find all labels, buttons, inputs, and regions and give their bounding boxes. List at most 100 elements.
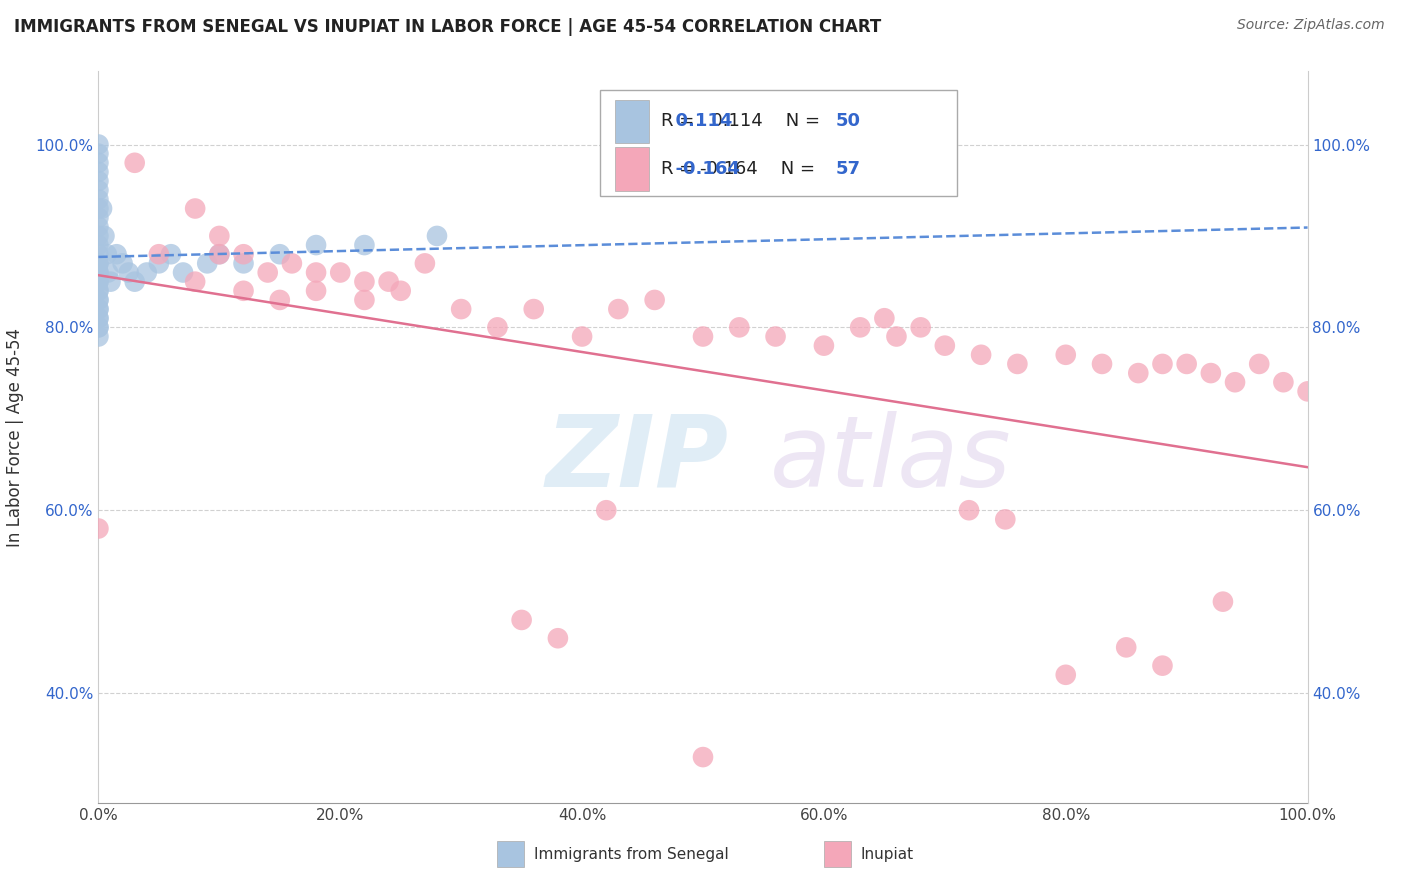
Bar xyxy=(498,841,524,867)
Point xyxy=(873,311,896,326)
Point xyxy=(87,266,110,280)
Text: 57: 57 xyxy=(837,161,860,178)
Point xyxy=(87,256,110,270)
Point xyxy=(135,266,157,280)
Point xyxy=(96,247,118,261)
Point xyxy=(208,228,231,243)
Bar xyxy=(614,100,648,144)
Point xyxy=(692,329,714,343)
FancyBboxPatch shape xyxy=(600,90,957,195)
Point xyxy=(87,284,110,298)
Point xyxy=(353,238,375,252)
Point xyxy=(148,256,170,270)
Point xyxy=(172,266,194,280)
Point xyxy=(87,293,110,307)
Point xyxy=(910,320,932,334)
Point xyxy=(87,301,110,317)
Text: R =   0.114    N =: R = 0.114 N = xyxy=(661,112,825,130)
Point xyxy=(87,211,110,225)
Point xyxy=(232,247,254,261)
Point xyxy=(1152,658,1174,673)
Point xyxy=(970,348,993,362)
Point xyxy=(184,275,207,289)
Point xyxy=(1128,366,1150,380)
Point xyxy=(1249,357,1271,371)
Point xyxy=(994,512,1017,526)
Point xyxy=(232,256,254,270)
Bar xyxy=(824,841,851,867)
Point xyxy=(450,301,472,317)
Point xyxy=(93,228,115,243)
Point xyxy=(87,165,110,179)
Point xyxy=(232,284,254,298)
Point xyxy=(1199,366,1222,380)
Point xyxy=(87,521,110,535)
Bar xyxy=(614,147,648,191)
Point xyxy=(87,193,110,207)
Point xyxy=(389,284,412,298)
Point xyxy=(571,329,593,343)
Point xyxy=(256,266,278,280)
Point xyxy=(87,228,110,243)
Point xyxy=(305,266,328,280)
Point xyxy=(100,275,122,289)
Text: atlas: atlas xyxy=(769,410,1011,508)
Point xyxy=(87,256,110,270)
Point xyxy=(87,146,110,161)
Point xyxy=(184,202,207,216)
Point xyxy=(523,301,546,317)
Point xyxy=(1054,348,1077,362)
Text: 0.114: 0.114 xyxy=(664,112,733,130)
Point xyxy=(87,311,110,326)
Point xyxy=(87,174,110,188)
Point xyxy=(269,293,291,307)
Point xyxy=(1212,594,1234,608)
Point xyxy=(87,183,110,197)
Point xyxy=(957,503,980,517)
Point xyxy=(1175,357,1198,371)
Point xyxy=(91,202,114,216)
Text: IMMIGRANTS FROM SENEGAL VS INUPIAT IN LABOR FORCE | AGE 45-54 CORRELATION CHART: IMMIGRANTS FROM SENEGAL VS INUPIAT IN LA… xyxy=(14,18,882,36)
Text: Inupiat: Inupiat xyxy=(860,847,914,862)
Point xyxy=(1223,376,1246,390)
Point xyxy=(87,247,110,261)
Point xyxy=(105,247,128,261)
Point xyxy=(195,256,218,270)
Point xyxy=(111,256,134,270)
Point xyxy=(886,329,908,343)
Point xyxy=(353,293,375,307)
Point xyxy=(87,284,110,298)
Point xyxy=(377,275,399,289)
Point xyxy=(413,256,436,270)
Point xyxy=(87,238,110,252)
Point xyxy=(644,293,666,307)
Y-axis label: In Labor Force | Age 45-54: In Labor Force | Age 45-54 xyxy=(7,327,24,547)
Point xyxy=(208,247,231,261)
Point xyxy=(547,632,569,646)
Point xyxy=(148,247,170,261)
Point xyxy=(87,266,110,280)
Point xyxy=(1007,357,1029,371)
Point xyxy=(765,329,787,343)
Point xyxy=(208,247,231,261)
Text: 50: 50 xyxy=(837,112,860,130)
Point xyxy=(426,228,449,243)
Point xyxy=(1091,357,1114,371)
Point xyxy=(1152,357,1174,371)
Text: ZIP: ZIP xyxy=(546,410,728,508)
Point xyxy=(1296,384,1319,399)
Point xyxy=(160,247,183,261)
Text: Immigrants from Senegal: Immigrants from Senegal xyxy=(534,847,728,862)
Text: Source: ZipAtlas.com: Source: ZipAtlas.com xyxy=(1237,18,1385,32)
Point xyxy=(1115,640,1137,655)
Point xyxy=(97,266,120,280)
Point xyxy=(595,503,617,517)
Point xyxy=(849,320,872,334)
Point xyxy=(281,256,304,270)
Point xyxy=(1054,667,1077,681)
Point xyxy=(728,320,751,334)
Point xyxy=(87,137,110,152)
Point xyxy=(87,155,110,169)
Text: -0.164: -0.164 xyxy=(664,161,740,178)
Point xyxy=(124,275,146,289)
